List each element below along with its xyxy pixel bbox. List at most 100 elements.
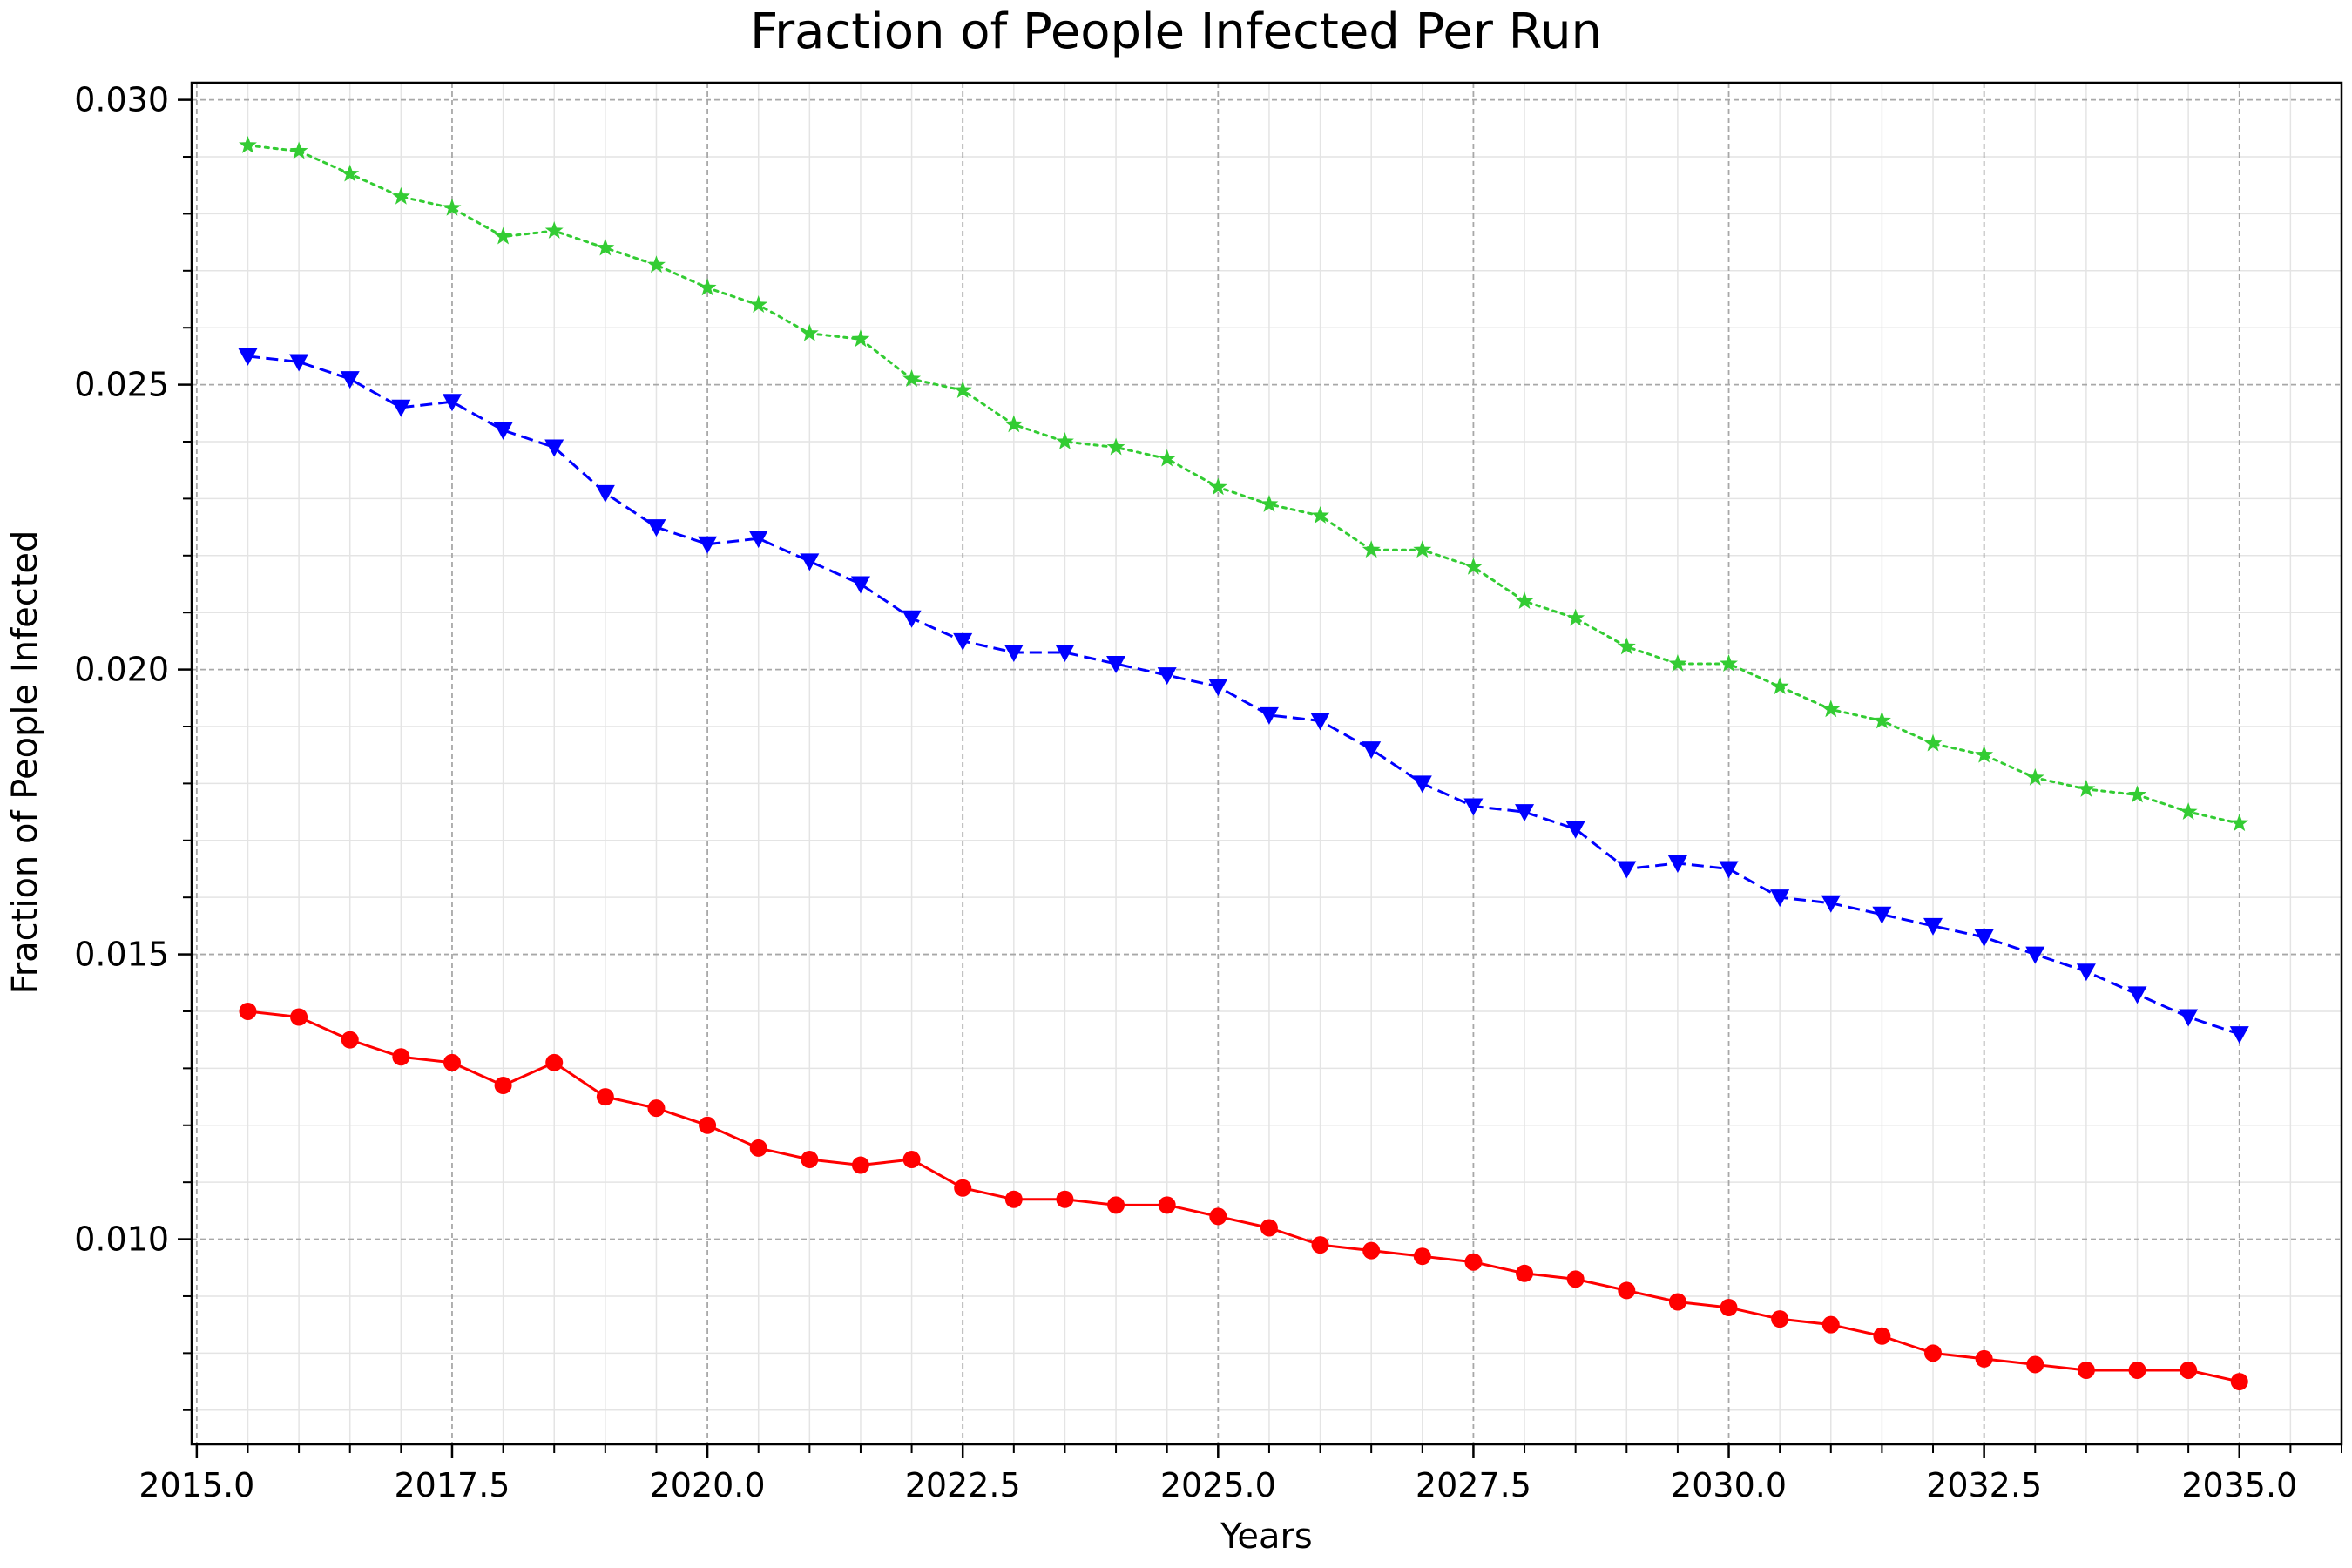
data-point [1412, 775, 1432, 794]
y-tick-label: 0.020 [74, 651, 169, 689]
data-point [2076, 963, 2096, 982]
data-point [1413, 1247, 1431, 1266]
data-point [851, 1156, 869, 1174]
data-point [1106, 437, 1125, 456]
major-grid [192, 83, 2342, 1444]
data-point [1771, 1310, 1789, 1328]
data-point [647, 255, 666, 274]
data-point [493, 422, 513, 440]
data-point [443, 1053, 461, 1071]
data-point [1975, 1349, 1993, 1368]
data-point [1974, 929, 1994, 947]
data-point [2179, 802, 2198, 820]
x-tick-label: 2027.5 [1416, 1466, 1531, 1504]
x-axis-label: Years [1220, 1517, 1313, 1557]
data-point [290, 1008, 308, 1026]
data-point [850, 576, 870, 594]
data-point [1259, 706, 1279, 725]
data-point [1515, 591, 1534, 610]
data-point [341, 1031, 359, 1049]
data-point [1720, 654, 1738, 672]
data-point [1208, 477, 1227, 496]
data-point [596, 1088, 614, 1106]
minor-grid [192, 83, 2342, 1444]
data-point [1208, 679, 1228, 697]
data-point [2230, 1373, 2248, 1391]
series-2-line [246, 144, 2241, 825]
data-point [1055, 432, 1074, 449]
data-point [289, 354, 309, 372]
data-point [289, 141, 308, 159]
data-point [1872, 711, 1891, 729]
data-point [698, 278, 717, 296]
series-0 [239, 1002, 2248, 1391]
data-point [954, 1179, 972, 1197]
y-tick-label: 0.025 [74, 366, 169, 404]
y-axis-label: Fraction of People Infected [5, 531, 45, 995]
data-point [544, 221, 564, 239]
data-point [1923, 733, 1943, 752]
plot-frame [190, 81, 2343, 1446]
data-point [1617, 637, 1636, 655]
data-point [340, 371, 360, 389]
data-point [1158, 1196, 1176, 1214]
data-point [902, 1151, 921, 1169]
x-tick-label: 2025.0 [1160, 1466, 1276, 1504]
data-point [545, 1053, 564, 1071]
data-point [1719, 861, 1739, 879]
data-point [2229, 1026, 2249, 1044]
x-tick-label: 2030.0 [1671, 1466, 1787, 1504]
series-1-line [247, 355, 2240, 1036]
series-layer [238, 135, 2249, 1391]
data-point [953, 632, 973, 651]
y-axis-ticks: 0.010 0.015 0.020 0.025 0.030 [74, 81, 192, 1411]
x-tick-label: 2015.0 [139, 1466, 254, 1504]
data-point [596, 238, 615, 256]
data-point [902, 610, 922, 628]
data-point [1463, 557, 1483, 575]
data-point [1107, 1196, 1125, 1214]
data-point [544, 439, 564, 457]
x-tick-label: 2022.5 [905, 1466, 1021, 1504]
y-tick-label: 0.015 [74, 936, 169, 974]
data-point [800, 323, 819, 341]
data-point [2077, 1361, 2095, 1379]
data-point [1668, 1293, 1686, 1311]
series-1 [238, 348, 2249, 1044]
data-point [749, 295, 768, 313]
data-point [2026, 1355, 2044, 1374]
data-point [1464, 1253, 1483, 1271]
data-point [391, 399, 411, 417]
data-point [2025, 767, 2044, 786]
x-tick-label: 2032.5 [1926, 1466, 2042, 1504]
data-point [748, 531, 768, 549]
data-point [801, 1151, 819, 1169]
data-point [494, 1076, 512, 1094]
data-point [699, 1116, 717, 1134]
data-point [2128, 1361, 2146, 1379]
data-point [1924, 1344, 1943, 1362]
data-point [698, 536, 718, 554]
data-point [1770, 889, 1790, 908]
data-point [1362, 741, 1382, 760]
data-point [2180, 1361, 2198, 1379]
data-point [1566, 608, 1585, 626]
data-point [1873, 1327, 1891, 1345]
data-point [1413, 540, 1432, 558]
data-point [1720, 1299, 1738, 1317]
data-point [1516, 1264, 1534, 1282]
data-point [1362, 1241, 1381, 1260]
data-point [595, 484, 615, 503]
data-point [392, 1048, 410, 1066]
data-point [800, 553, 820, 571]
data-point [494, 226, 513, 245]
data-point [2127, 986, 2147, 1004]
data-point [1515, 804, 1535, 822]
data-point [1004, 644, 1024, 662]
data-point [851, 329, 870, 348]
data-point [647, 1099, 666, 1118]
data-point [442, 394, 462, 412]
data-point [1770, 677, 1789, 695]
data-point [1975, 745, 1994, 763]
